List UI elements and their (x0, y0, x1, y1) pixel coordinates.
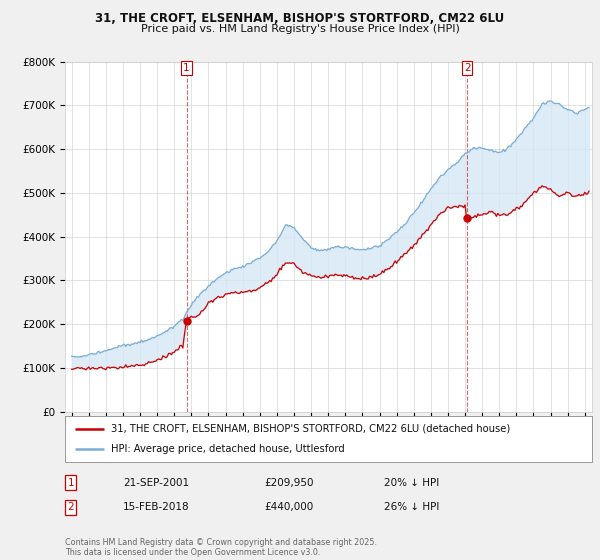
Text: 26% ↓ HPI: 26% ↓ HPI (384, 502, 439, 512)
Text: 1: 1 (67, 478, 74, 488)
Text: 1: 1 (183, 63, 190, 73)
Text: 21-SEP-2001: 21-SEP-2001 (123, 478, 189, 488)
Text: HPI: Average price, detached house, Uttlesford: HPI: Average price, detached house, Uttl… (111, 444, 345, 454)
Text: 31, THE CROFT, ELSENHAM, BISHOP'S STORTFORD, CM22 6LU (detached house): 31, THE CROFT, ELSENHAM, BISHOP'S STORTF… (111, 424, 511, 434)
Text: £209,950: £209,950 (264, 478, 314, 488)
Text: £440,000: £440,000 (264, 502, 313, 512)
Text: 2: 2 (67, 502, 74, 512)
Text: 31, THE CROFT, ELSENHAM, BISHOP'S STORTFORD, CM22 6LU: 31, THE CROFT, ELSENHAM, BISHOP'S STORTF… (95, 12, 505, 25)
Text: 2: 2 (464, 63, 470, 73)
Text: Contains HM Land Registry data © Crown copyright and database right 2025.
This d: Contains HM Land Registry data © Crown c… (65, 538, 377, 557)
Text: 20% ↓ HPI: 20% ↓ HPI (384, 478, 439, 488)
Text: 15-FEB-2018: 15-FEB-2018 (123, 502, 190, 512)
Text: Price paid vs. HM Land Registry's House Price Index (HPI): Price paid vs. HM Land Registry's House … (140, 24, 460, 34)
